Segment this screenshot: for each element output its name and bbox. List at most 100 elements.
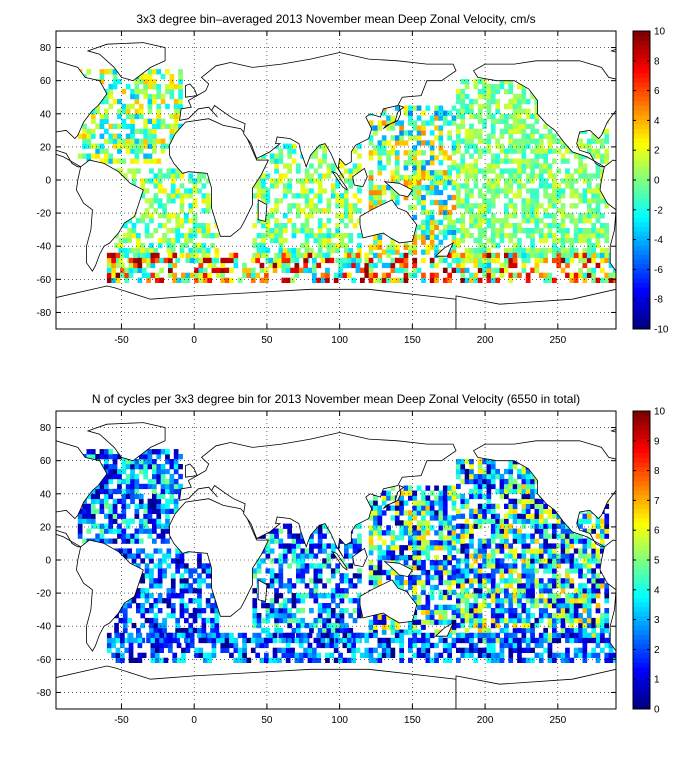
colorbar-step (633, 291, 650, 297)
data-bin (335, 213, 340, 219)
data-bin (304, 622, 310, 629)
data-bin (108, 464, 114, 470)
data-bin (348, 583, 354, 589)
data-bin (521, 548, 527, 554)
data-bin (530, 538, 535, 544)
data-bin (578, 583, 583, 589)
data-bin (456, 98, 461, 105)
data-bin (482, 598, 487, 604)
data-bin (412, 155, 418, 161)
data-bin (464, 593, 470, 599)
data-bin (521, 603, 527, 609)
data-bin (197, 173, 202, 179)
data-bin (569, 193, 575, 199)
data-bin (600, 277, 605, 283)
data-bin (198, 272, 204, 278)
data-bin (250, 277, 256, 283)
data-bin (325, 257, 330, 264)
data-bin (335, 242, 340, 249)
data-bin (490, 123, 496, 129)
data-bin (517, 578, 522, 584)
data-bin (499, 588, 505, 594)
data-bin (595, 588, 601, 594)
data-bin (578, 568, 583, 574)
data-bin (408, 185, 413, 191)
data-bin (170, 613, 176, 619)
data-bin (543, 563, 548, 569)
data-bin (259, 267, 265, 273)
data-bin (403, 267, 409, 273)
data-bin (504, 543, 509, 549)
data-bin (355, 252, 361, 259)
data-bin (394, 194, 400, 201)
data-bin (313, 528, 319, 534)
data-bin (300, 183, 306, 189)
data-bin (134, 84, 140, 90)
data-bin (157, 583, 163, 589)
data-bin (447, 535, 452, 541)
colorbar-step (633, 31, 650, 37)
data-bin (560, 553, 566, 559)
data-bin (252, 252, 258, 259)
data-bin (152, 483, 157, 490)
data-bin (252, 632, 258, 639)
data-bin (586, 513, 592, 519)
data-bin (188, 188, 194, 194)
data-bin (490, 553, 496, 559)
data-bin (504, 553, 509, 559)
data-bin (138, 498, 144, 504)
data-bin (317, 237, 323, 244)
data-bin (560, 188, 566, 194)
data-bin (499, 538, 505, 544)
data-bin (538, 178, 544, 184)
data-bin (530, 247, 535, 254)
data-bin (159, 277, 164, 283)
data-bin (192, 568, 198, 574)
data-bin (274, 528, 279, 534)
data-bin (268, 262, 274, 269)
data-bin (534, 498, 540, 504)
data-bin (495, 503, 500, 509)
data-bin (456, 148, 461, 154)
data-bin (543, 252, 548, 259)
data-bin (556, 573, 562, 579)
data-bin (530, 553, 535, 559)
data-bin (486, 508, 492, 514)
data-bin (153, 627, 159, 634)
data-bin (451, 234, 457, 240)
data-bin (504, 178, 509, 184)
data-bin (477, 608, 483, 614)
data-bin (456, 464, 461, 470)
data-bin (296, 622, 301, 629)
data-bin (547, 622, 553, 629)
data-bin (348, 178, 354, 184)
data-bin (335, 622, 340, 629)
data-bin (339, 608, 345, 614)
data-bin (521, 583, 527, 589)
data-bin (175, 193, 180, 199)
data-bin (348, 598, 354, 604)
data-bin (130, 133, 135, 139)
data-bin (394, 515, 400, 521)
data-bin (121, 518, 127, 524)
data-bin (202, 267, 208, 273)
data-bin (412, 574, 418, 581)
data-bin (486, 593, 492, 599)
data-bin (77, 518, 83, 524)
data-bin (595, 218, 601, 224)
data-bin (282, 143, 288, 149)
data-bin (121, 118, 127, 124)
data-bin (565, 158, 570, 164)
data-bin (556, 247, 562, 254)
data-bin (377, 579, 383, 586)
data-bin (473, 133, 479, 139)
data-bin (565, 183, 570, 189)
data-bin (543, 163, 548, 169)
data-bin (569, 218, 575, 224)
data-bin (357, 257, 362, 264)
data-bin (438, 130, 444, 136)
data-bin (429, 560, 435, 566)
data-bin (184, 568, 189, 574)
data-bin (138, 108, 144, 115)
data-bin (282, 223, 288, 229)
